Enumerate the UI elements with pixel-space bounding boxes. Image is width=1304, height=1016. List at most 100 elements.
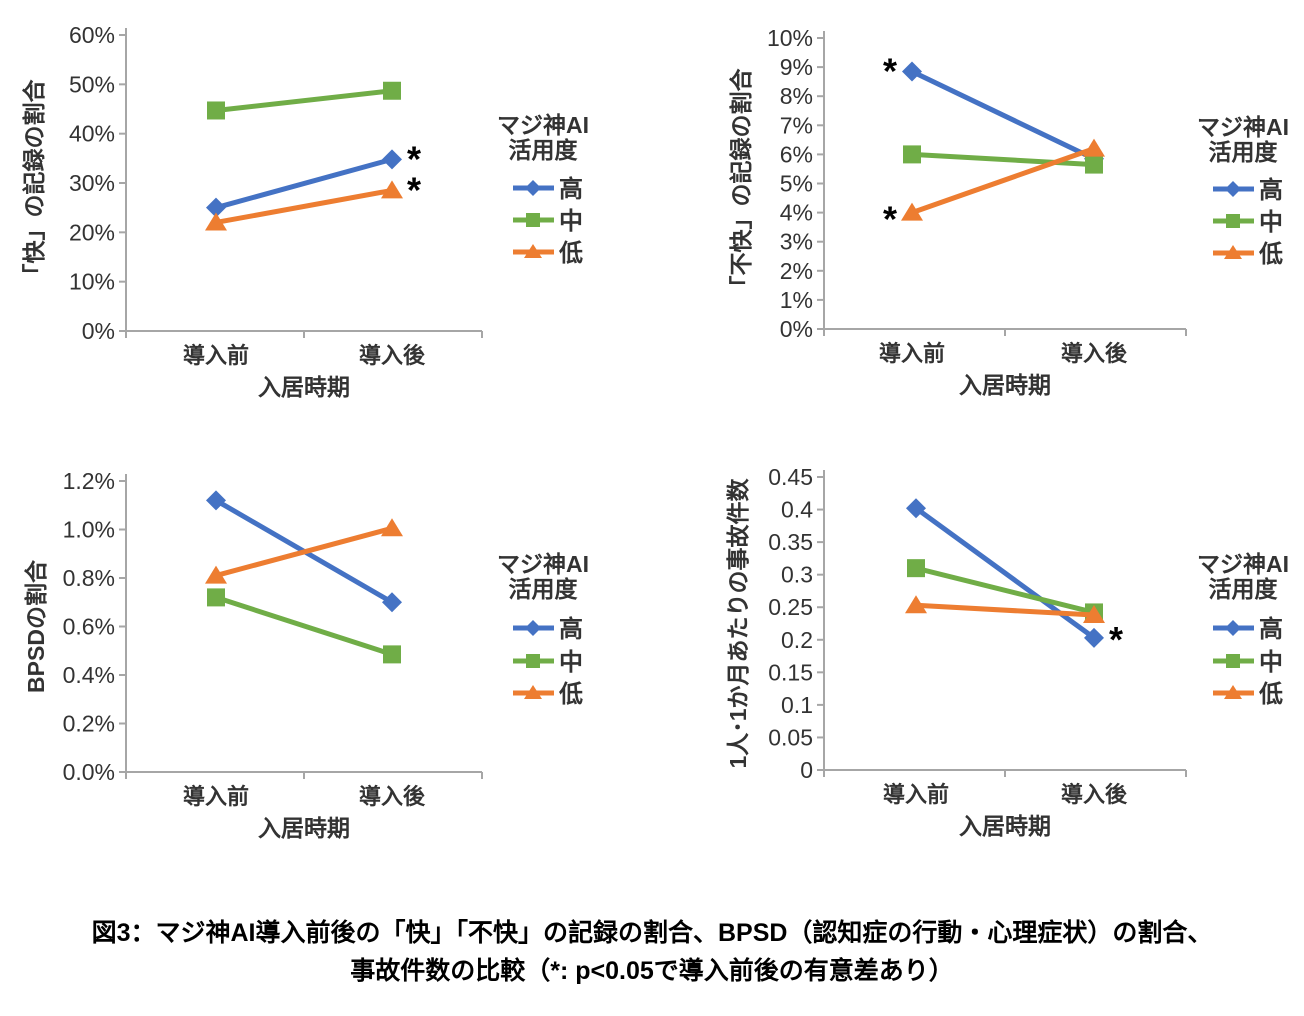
legend-marker-low-triangle-icon: [524, 244, 542, 258]
legend-label-low: 低: [558, 240, 583, 267]
series-line-low: [215, 187, 393, 225]
series-line-low: [911, 146, 1095, 215]
series-line-mid: [215, 595, 393, 657]
series-marker-mid-square-icon: [903, 145, 921, 164]
significance-asterisk: *: [1109, 619, 1123, 660]
series-marker-low-triangle-icon: [381, 180, 403, 199]
y-tick-label: 3%: [780, 229, 813, 255]
x-category-label: 導入後: [1061, 782, 1128, 807]
series-line-high: [914, 506, 1096, 640]
y-tick-label: 0.35: [768, 529, 813, 555]
x-category-label: 導入前: [183, 343, 249, 368]
legend-marker-mid-square-icon: [526, 654, 540, 668]
y-tick-label: 10%: [767, 25, 813, 51]
y-tick-label: 1.2%: [63, 468, 115, 494]
y-tick-label: 9%: [780, 54, 813, 80]
y-axis-title: 「不快」の記録の割合: [728, 68, 754, 299]
legend-title-line1: マジ神AI: [497, 112, 589, 138]
legend-label-high: 高: [559, 175, 583, 203]
y-tick-label: 0: [800, 757, 813, 783]
legend-marker-mid-square-icon: [1226, 654, 1240, 668]
legend-marker-mid-square-icon: [1226, 214, 1240, 228]
series-marker-high-diamond-icon: [382, 149, 402, 170]
y-tick-label: 30%: [69, 170, 115, 196]
y-tick-label: 0.6%: [63, 614, 115, 640]
y-tick-label: 1%: [780, 287, 813, 313]
y-tick-label: 10%: [69, 269, 115, 295]
series-marker-mid-square-icon: [207, 101, 225, 120]
legend-title-line2: 活用度: [1209, 139, 1279, 165]
x-category-label: 導入前: [183, 784, 249, 809]
y-tick-label: 40%: [69, 121, 115, 147]
series-line-low: [215, 525, 393, 578]
legend-marker-low-triangle-icon: [1224, 685, 1242, 699]
legend-marker-low-triangle-icon: [1224, 245, 1242, 259]
series-marker-high-diamond-icon: [902, 61, 922, 82]
legend-title-line2: 活用度: [509, 576, 579, 602]
y-tick-label: 5%: [780, 171, 813, 197]
series-marker-mid-square-icon: [207, 588, 225, 607]
series-marker-high-diamond-icon: [206, 490, 226, 511]
x-axis-title: 入居時期: [258, 815, 350, 841]
legend-marker-mid-square-icon: [526, 213, 540, 227]
series-line-mid: [915, 565, 1095, 615]
y-tick-label: 6%: [780, 141, 813, 167]
legend-title-line1: マジ神AI: [1197, 551, 1289, 577]
legend-label-low: 低: [1258, 681, 1283, 708]
legend-marker-high-diamond-icon: [525, 180, 541, 196]
legend-title-line2: 活用度: [1209, 576, 1279, 602]
legend-label-low: 低: [1258, 241, 1283, 268]
series-marker-low-triangle-icon: [205, 212, 227, 231]
series-marker-low-triangle-icon: [905, 595, 927, 614]
x-axis-title: 入居時期: [258, 374, 350, 400]
y-tick-label: 0.1: [781, 692, 813, 718]
y-tick-label: 0.4: [781, 497, 813, 523]
figure-caption-line-1: 図3：マジ神AI導入前後の「快」「不快」の記録の割合、BPSD（認知症の行動・心…: [91, 919, 1213, 947]
legend-label-high: 高: [1259, 176, 1283, 204]
series-line-low: [915, 602, 1095, 618]
series-line-high: [215, 156, 393, 211]
y-tick-label: 0%: [780, 316, 813, 342]
y-axis-title: 1人･1か月あたりの事故件数: [725, 477, 751, 768]
y-tick-label: 0.2%: [63, 711, 115, 737]
y-tick-label: 0.15: [768, 659, 813, 685]
series-marker-low-triangle-icon: [205, 565, 227, 584]
y-tick-label: 0.0%: [63, 759, 115, 785]
y-tick-label: 0.05: [768, 724, 813, 750]
series-marker-high-diamond-icon: [382, 592, 402, 613]
y-tick-label: 0.2: [781, 627, 813, 653]
significance-asterisk: *: [407, 138, 421, 179]
legend-label-mid: 中: [559, 208, 583, 235]
chart-accident-rate: 0 0.05 0.1 0.15 0.2 0.25 0.3 0.35 0.4 0.45 導入前 導入後入…: [652, 420, 1304, 860]
significance-asterisk: *: [883, 50, 897, 91]
series-marker-mid-square-icon: [383, 645, 401, 664]
x-category-label: 導入後: [359, 784, 426, 809]
y-tick-label: 60%: [69, 22, 115, 48]
series-marker-low-triangle-icon: [381, 518, 403, 537]
legend-label-high: 高: [1259, 615, 1283, 643]
y-tick-label: 0.8%: [63, 565, 115, 591]
y-tick-label: 0.25: [768, 594, 813, 620]
legend-label-mid: 中: [1259, 209, 1283, 236]
legend-marker-high-diamond-icon: [1225, 620, 1241, 636]
y-tick-label: 0.4%: [63, 662, 115, 688]
y-tick-label: 0.3: [781, 562, 813, 588]
legend-label-mid: 中: [1259, 649, 1283, 676]
y-tick-label: 8%: [780, 83, 813, 109]
series-marker-mid-square-icon: [383, 81, 401, 100]
y-tick-label: 1.0%: [63, 517, 115, 543]
series-marker-low-triangle-icon: [1083, 138, 1105, 157]
x-category-label: 導入後: [1061, 341, 1128, 366]
legend-label-high: 高: [559, 615, 583, 643]
y-tick-label: 50%: [69, 71, 115, 97]
figure-caption: 図3：マジ神AI導入前後の「快」「不快」の記録の割合、BPSD（認知症の行動・心…: [0, 860, 1304, 990]
y-tick-label: 20%: [69, 219, 115, 245]
series-marker-high-diamond-icon: [206, 197, 226, 218]
y-tick-label: 4%: [780, 200, 813, 226]
y-tick-label: 0%: [82, 318, 115, 344]
legend-title-line1: マジ神AI: [497, 551, 589, 577]
